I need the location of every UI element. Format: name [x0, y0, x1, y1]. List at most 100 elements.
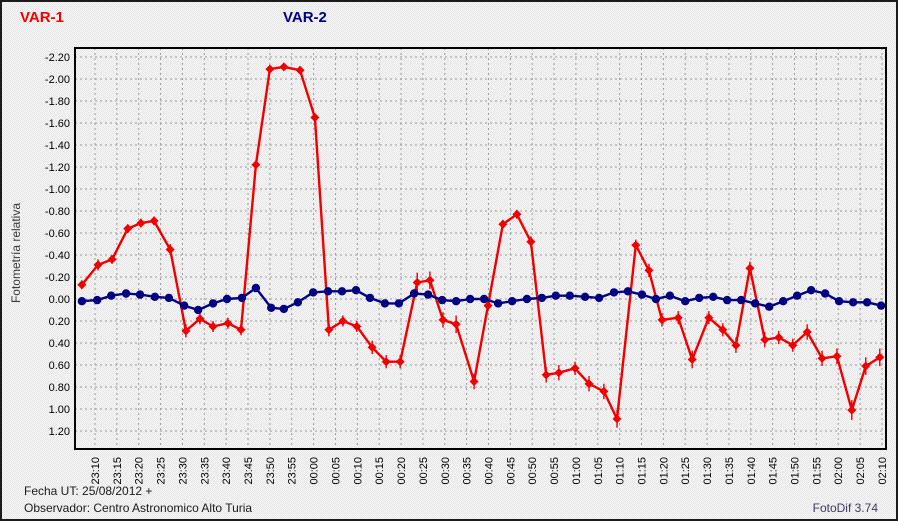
data-point-marker — [237, 293, 247, 303]
legend-var1-label: VAR-1 — [20, 9, 64, 26]
data-point-marker — [77, 280, 87, 290]
x-tick-label: 00:30 — [440, 457, 452, 485]
x-tick-label: 00:55 — [549, 457, 561, 485]
data-point-marker — [554, 368, 564, 378]
data-point-marker — [832, 351, 842, 361]
grid — [75, 48, 886, 449]
data-point-marker — [731, 340, 741, 350]
data-point-marker — [594, 293, 604, 303]
x-tick-label: 02:00 — [833, 457, 845, 485]
x-tick-label: 01:30 — [702, 457, 714, 485]
data-point-marker — [106, 291, 116, 300]
data-point-marker — [493, 299, 503, 308]
data-point-marker — [612, 414, 622, 424]
data-point-marker — [848, 298, 858, 307]
data-point-marker — [308, 288, 318, 297]
data-point-marker — [644, 265, 654, 275]
data-point-marker — [861, 361, 871, 371]
x-tick-label: 00:45 — [505, 457, 517, 485]
data-point-marker — [806, 286, 816, 295]
x-tick-label: 23:55 — [287, 457, 299, 485]
x-tick-label: 01:20 — [658, 457, 670, 485]
data-point-marker — [310, 113, 320, 122]
data-point-marker — [279, 62, 289, 72]
data-point-marker — [565, 291, 574, 300]
data-point-marker — [609, 288, 619, 297]
x-tick-label: 00:05 — [330, 457, 342, 485]
data-point-marker — [266, 303, 276, 312]
data-point-marker — [469, 377, 479, 386]
data-point-marker — [251, 283, 261, 293]
data-point-marker — [580, 292, 590, 301]
data-point-marker — [338, 316, 348, 326]
data-point-marker — [599, 386, 609, 396]
data-point-marker — [862, 298, 872, 307]
data-point-marker — [165, 245, 175, 254]
data-point-marker — [651, 294, 661, 304]
data-point-marker — [451, 297, 461, 306]
x-tick-label: 01:00 — [571, 457, 583, 485]
x-tick-label: 01:05 — [593, 457, 605, 485]
legend-var2-label: VAR-2 — [283, 9, 327, 26]
footer-fecha-ut: Fecha UT: 25/08/2012 + — [24, 484, 153, 498]
data-point-marker — [802, 327, 812, 337]
data-point-marker — [774, 333, 784, 342]
x-tick-label: 00:40 — [483, 457, 495, 485]
x-tick-label: 01:15 — [637, 457, 649, 485]
data-point-marker — [279, 304, 289, 314]
y-tick-label: -0.80 — [45, 206, 70, 218]
x-tick-label: 01:55 — [811, 457, 823, 485]
data-point-marker — [631, 240, 641, 250]
data-point-marker — [412, 278, 422, 287]
data-point-marker — [764, 302, 774, 311]
data-point-marker — [324, 325, 334, 335]
data-point-marker — [149, 216, 159, 226]
data-point-marker — [337, 287, 347, 296]
data-point-marker — [381, 357, 391, 367]
data-point-marker — [438, 315, 448, 325]
x-tick-label: 00:25 — [418, 457, 430, 485]
data-point-marker — [181, 326, 191, 336]
data-point-marker — [92, 295, 102, 305]
data-point-marker — [551, 291, 561, 300]
series-VAR-2 — [77, 283, 886, 315]
data-point-marker — [820, 289, 830, 298]
data-point-marker — [437, 295, 447, 305]
data-point-marker — [718, 325, 728, 335]
x-tick-label: 23:45 — [243, 457, 255, 485]
data-point-marker — [498, 219, 508, 229]
data-point-marker — [107, 254, 117, 264]
data-point-marker — [537, 293, 547, 303]
y-tick-label: -0.20 — [45, 272, 70, 284]
data-point-marker — [623, 287, 633, 296]
data-point-marker — [778, 297, 788, 306]
footer-app-version: FotoDif 3.74 — [812, 501, 878, 515]
data-point-marker — [817, 353, 827, 363]
data-point-marker — [265, 64, 275, 74]
data-point-marker — [681, 297, 690, 306]
y-tick-label: -2.20 — [45, 52, 70, 64]
data-point-marker — [222, 294, 232, 304]
data-point-marker — [395, 357, 405, 367]
data-point-marker — [847, 405, 857, 415]
data-point-marker — [93, 260, 103, 270]
data-point-marker — [465, 294, 475, 304]
x-tick-label: 00:50 — [527, 457, 539, 485]
x-tick-label: 23:40 — [221, 457, 233, 485]
y-tick-label: 0.40 — [49, 338, 70, 350]
data-point-marker — [522, 294, 532, 304]
data-point-marker — [687, 355, 697, 364]
x-tick-label: 23:35 — [199, 457, 211, 485]
data-point-marker — [584, 379, 594, 389]
y-axis-labels: -2.20 -2.00 -1.80 -1.60 -1.40 -1.20 -1.00 -0.80… — [45, 52, 70, 438]
data-point-marker — [123, 224, 133, 234]
data-point-marker — [750, 299, 760, 308]
data-point-marker — [208, 322, 218, 331]
x-tick-label: 23:25 — [156, 457, 168, 485]
data-point-marker — [637, 290, 647, 299]
x-tick-label: 02:05 — [855, 457, 867, 485]
data-point-marker — [709, 292, 718, 301]
data-point-marker — [236, 325, 246, 335]
y-tick-label: -0.60 — [45, 228, 70, 240]
